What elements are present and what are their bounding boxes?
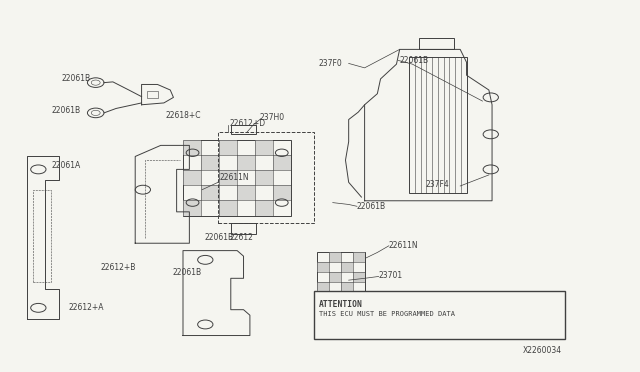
Bar (183, 201, 201, 215)
Text: 22612+B: 22612+B (100, 263, 136, 272)
Bar (314, 291, 565, 339)
Bar (329, 272, 341, 282)
Bar (183, 140, 291, 215)
Text: 22061B: 22061B (51, 106, 80, 115)
Bar (341, 282, 353, 291)
Bar (201, 185, 219, 201)
Bar (201, 155, 219, 170)
Bar (329, 253, 341, 262)
Text: 237F4: 237F4 (425, 180, 449, 189)
Bar (219, 140, 237, 155)
Bar (183, 170, 201, 185)
Bar (237, 155, 255, 170)
Bar (409, 57, 467, 193)
Bar (255, 170, 273, 185)
Text: 237H0: 237H0 (259, 113, 285, 122)
Text: X2260034: X2260034 (523, 346, 562, 355)
Bar (419, 38, 454, 49)
Text: ATTENTION: ATTENTION (319, 301, 363, 310)
Bar (317, 262, 329, 272)
Text: 22612: 22612 (230, 233, 253, 242)
Bar (353, 272, 365, 282)
Bar (219, 170, 237, 185)
Bar (219, 201, 237, 215)
Text: 22618+C: 22618+C (166, 110, 202, 120)
Bar (353, 253, 365, 262)
Bar (237, 185, 255, 201)
Bar (33, 190, 51, 282)
Text: 22061B: 22061B (62, 74, 91, 83)
Bar (183, 140, 201, 155)
Bar (317, 253, 365, 291)
Text: 23701: 23701 (379, 271, 403, 280)
Text: 22061A: 22061A (51, 161, 81, 170)
Bar (255, 140, 273, 155)
Text: 22612+A: 22612+A (68, 303, 104, 312)
Bar (147, 92, 158, 98)
Text: 22061B: 22061B (172, 268, 202, 277)
Text: 22061B: 22061B (399, 56, 429, 65)
Bar (218, 132, 314, 223)
Text: 22061B: 22061B (357, 202, 386, 211)
Bar (273, 155, 291, 170)
Bar (255, 201, 273, 215)
Bar (317, 282, 329, 291)
Bar (273, 185, 291, 201)
Text: 22611N: 22611N (389, 241, 419, 250)
Text: 22061B: 22061B (204, 233, 233, 242)
Text: 22612+D: 22612+D (230, 119, 266, 128)
Bar (231, 125, 256, 134)
Bar (341, 262, 353, 272)
Text: 22611N: 22611N (220, 173, 249, 182)
Bar (231, 223, 256, 234)
Text: 237F0: 237F0 (319, 59, 342, 68)
Text: THIS ECU MUST BE PROGRAMMED DATA: THIS ECU MUST BE PROGRAMMED DATA (319, 311, 455, 317)
